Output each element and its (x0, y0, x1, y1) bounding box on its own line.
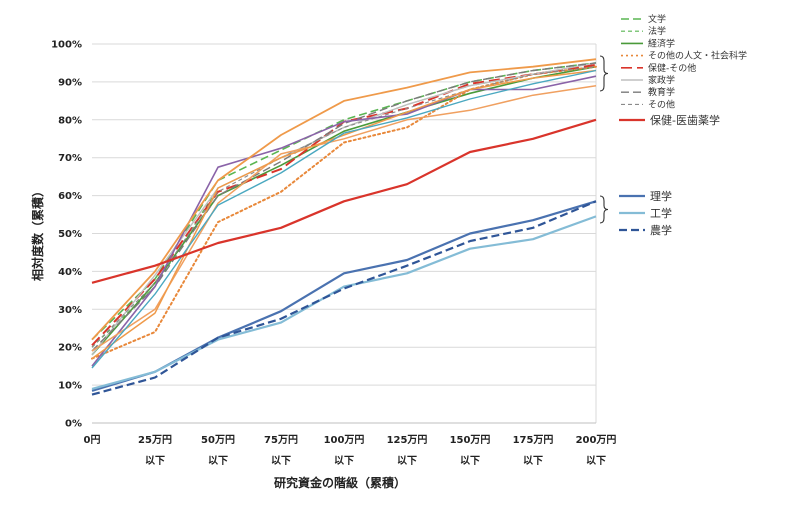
x-tick-sublabel: 以下 (460, 455, 480, 467)
y-tick-labels: 0% 10% 20% 30% 40% 50% 60% 70% 80% 90% 100% (51, 40, 82, 430)
x-tick-sublabel: 以下 (334, 455, 354, 467)
legend-entry: その他の人文・社会科学 (648, 50, 747, 62)
legend-entry: 工学 (650, 206, 672, 220)
x-tick-sublabel: 以下 (523, 455, 543, 467)
x-tick-sublabel: 以下 (208, 455, 228, 467)
series-line (91, 215, 597, 390)
legend: 文学法学経済学その他の人文・社会科学保健-その他家政学教育学その他保健-医歯薬学… (619, 13, 747, 237)
x-tick-sublabel: 以下 (271, 455, 291, 467)
x-tick-label: 25万円 (138, 434, 172, 446)
x-tick-label: 50万円 (201, 434, 235, 446)
legend-brace (599, 195, 609, 224)
x-tick-sublabel: 以下 (586, 455, 606, 467)
series-line (91, 62, 597, 352)
legend-brace (599, 55, 609, 92)
legend-entry: 文学 (648, 13, 666, 25)
y-tick-label: 0% (65, 419, 82, 430)
y-tick-label: 20% (58, 343, 82, 354)
legend-entry: 理学 (650, 189, 672, 203)
series-line (91, 66, 597, 348)
x-tick-label: 150万円 (450, 434, 491, 446)
series-line (91, 69, 597, 360)
y-tick-label: 70% (58, 153, 82, 164)
x-tick-label: 175万円 (513, 434, 554, 446)
series-line (91, 65, 597, 360)
series-line (91, 200, 597, 396)
legend-entry: 法学 (648, 25, 666, 37)
x-tick-label: 75万円 (264, 434, 298, 446)
x-axis-title: 研究資金の階級（累積） (274, 475, 406, 490)
legend-entry: 家政学 (648, 74, 675, 86)
y-tick-label: 100% (51, 40, 82, 51)
y-tick-label: 90% (58, 77, 82, 88)
y-tick-label: 60% (58, 191, 82, 202)
legend-entry: その他 (648, 98, 675, 110)
legend-entry: 保健-医歯薬学 (650, 113, 720, 127)
legend-entry: 保健-その他 (648, 62, 696, 74)
series-lines (91, 58, 597, 396)
legend-entry: 教育学 (648, 86, 675, 98)
y-tick-label: 30% (58, 305, 82, 316)
series-line (91, 58, 597, 341)
legend-entry: 経済学 (648, 37, 675, 49)
series-line (91, 66, 597, 348)
y-tick-label: 40% (58, 267, 82, 278)
series-line (91, 84, 597, 352)
x-tick-label: 0円 (84, 434, 101, 446)
x-tick-label: 100万円 (324, 434, 365, 446)
legend-braces (599, 55, 609, 224)
y-tick-label: 80% (58, 115, 82, 126)
y-tick-label: 50% (58, 229, 82, 240)
series-line (91, 63, 597, 346)
x-tick-sublabel: 以下 (397, 455, 417, 467)
x-tick-sublabel: 以下 (145, 455, 165, 467)
series-line (91, 118, 597, 284)
y-tick-label: 10% (58, 381, 82, 392)
x-tick-label: 200万円 (576, 434, 617, 446)
series-line (91, 69, 597, 369)
legend-entry: 農学 (650, 223, 672, 237)
series-line (91, 65, 597, 356)
x-tick-label: 125万円 (387, 434, 428, 446)
y-axis-title: 相対度数（累積） (30, 185, 45, 281)
